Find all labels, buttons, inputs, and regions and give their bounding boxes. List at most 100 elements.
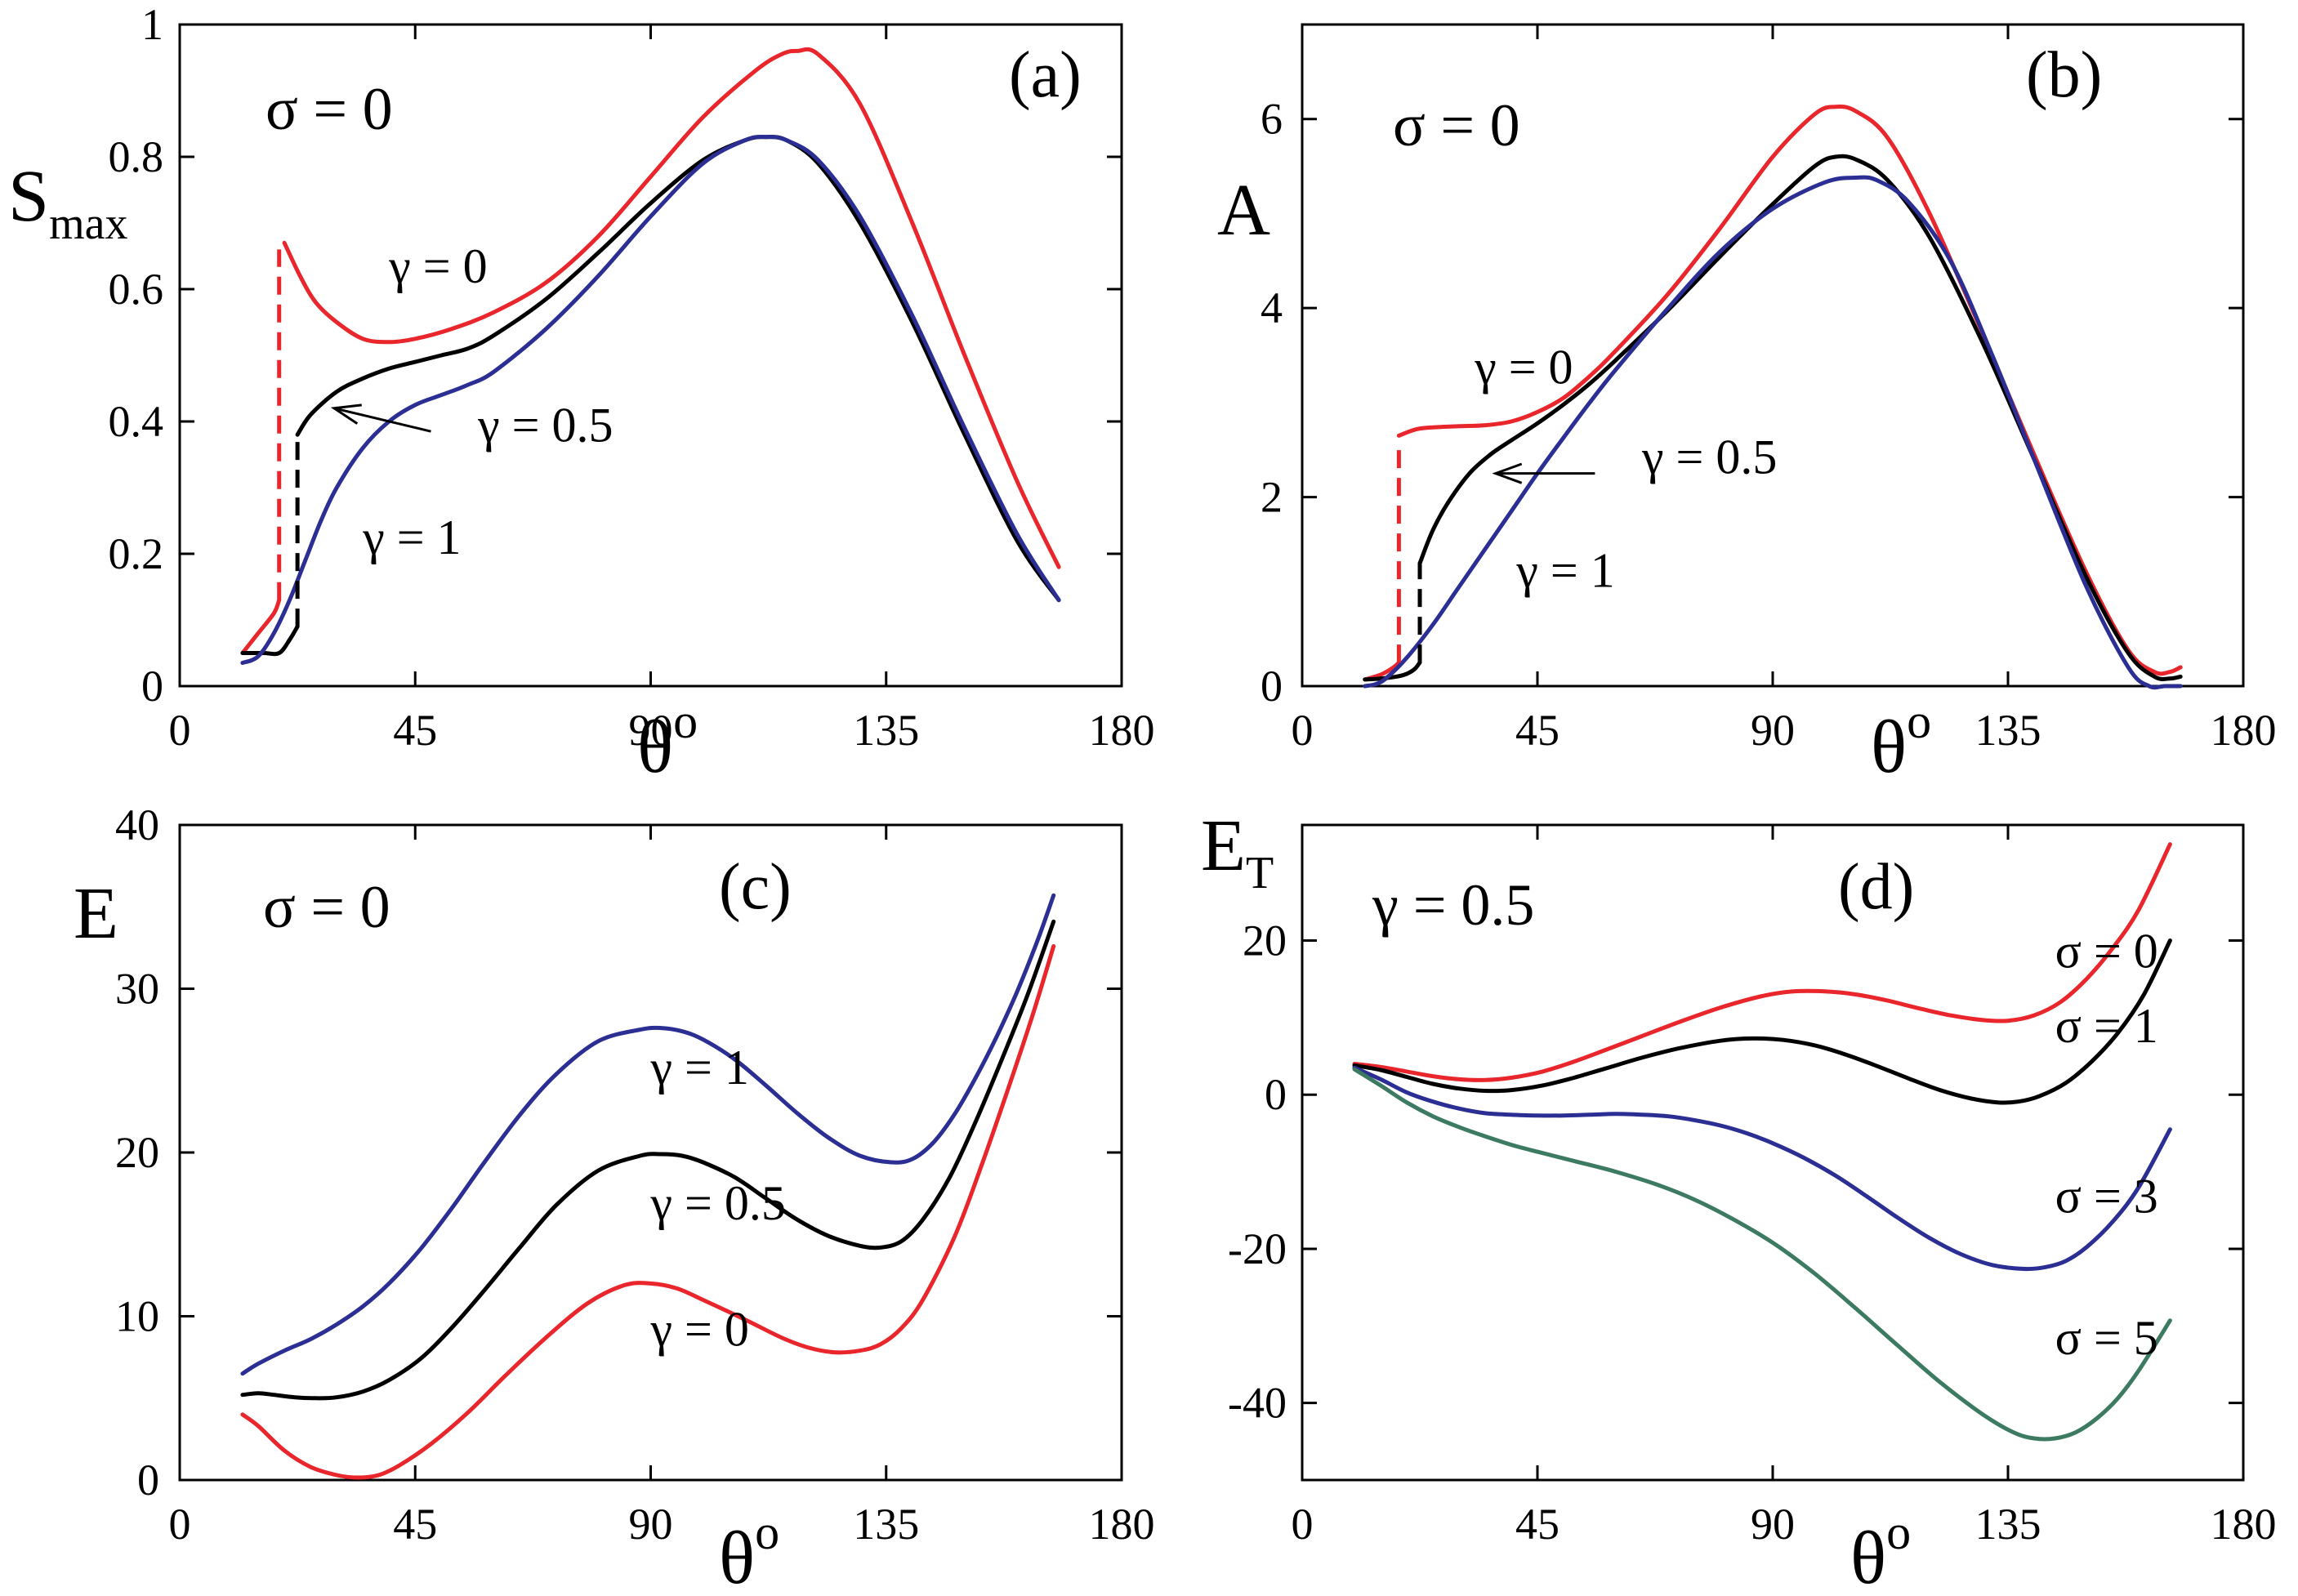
panel-b-label: (b) <box>2026 39 2102 111</box>
panel-d-label: (d) <box>1838 851 1914 923</box>
panel-a-xlabel-main: θ <box>637 705 673 788</box>
panel-c-xtick-label: 90 <box>629 1500 673 1549</box>
panel-d-annotation: γ = 0.5 <box>1372 872 1534 938</box>
panel-c-annotation: σ = 0 <box>263 874 390 941</box>
panel-c-curve-label-0: γ = 1 <box>650 1041 749 1094</box>
panel-a-series-1-segment-0 <box>240 624 300 657</box>
panel-b-ytick-label: 6 <box>1261 95 1283 144</box>
panel-a-series-1-segment-1 <box>295 135 1061 603</box>
panel-d-series-1-segment-0 <box>1352 938 2172 1105</box>
panel-b-xtick-label: 180 <box>2211 706 2277 755</box>
panel-d-xlabel: θo <box>1850 1505 1911 1596</box>
panel-b-xlabel: θo <box>1871 694 1931 788</box>
panel-a-xtick-label: 180 <box>1089 706 1155 755</box>
panel-c-xtick-label: 0 <box>169 1500 191 1549</box>
panel-a-ylabel-sub: max <box>49 198 127 249</box>
panel-d-curve-label-2: σ = 3 <box>2055 1170 2158 1224</box>
panel-a-xtick-label: 135 <box>853 706 919 755</box>
panel-d-series-0-segment-0 <box>1352 842 2172 1082</box>
panel-c-curve-label-2: γ = 0 <box>650 1303 749 1357</box>
panel-d-ytick-label: -40 <box>1228 1379 1287 1428</box>
panel-b-curve-label-0: γ = 0 <box>1474 341 1573 395</box>
panel-d: (d) γ = 0.5 ET θo <box>1201 805 1914 1596</box>
panel-c-curve-label-1: γ = 0.5 <box>650 1176 786 1230</box>
panel-d-ytick-label: 20 <box>1243 916 1287 965</box>
panel-d-xlabel-main: θ <box>1850 1516 1886 1596</box>
panel-b: (b) σ = 0 A θo <box>1217 39 2102 788</box>
panel-b-ytick-label: 2 <box>1261 473 1283 522</box>
panel-b-series-2-segment-0 <box>1363 175 2183 690</box>
panel-a-ytick-label: 0.2 <box>109 529 164 578</box>
panel-a-ylabel: Smax <box>8 156 127 249</box>
panel-b-xtick-label: 0 <box>1292 706 1314 755</box>
panel-d-ylabel: ET <box>1201 805 1274 898</box>
panel-b-series-1-segment-1 <box>1417 154 2183 681</box>
panel-d-ylabel-main: E <box>1201 805 1246 886</box>
panel-c: (c) σ = 0 E θo <box>74 851 792 1596</box>
panel-d-series-2-segment-0 <box>1352 1065 2172 1272</box>
panel-c-series-0-segment-0 <box>240 943 1056 1480</box>
panel-c-xlabel-main: θ <box>719 1516 755 1596</box>
panel-c-series-2-segment-0 <box>240 893 1056 1376</box>
panel-b-xtick-label: 45 <box>1515 706 1560 755</box>
panel-a-ytick-label: 0.8 <box>109 132 164 181</box>
panel-c-ylabel: E <box>74 873 118 954</box>
panel-c-ytick-label: 20 <box>115 1128 159 1177</box>
panel-b-annotation: σ = 0 <box>1393 92 1520 159</box>
panel-d-plot: 0 45 90 135 180 -40 -20 0 20 σ = 0 σ = 1 σ = 3 σ = 5 <box>1228 823 2277 1549</box>
panel-b-arrow-head <box>1492 462 1523 484</box>
panel-c-xtick-label: 180 <box>1089 1500 1155 1549</box>
panel-d-ytick-label: -20 <box>1228 1224 1287 1273</box>
panel-a: (a) σ = 0 Smax θo <box>8 39 1082 788</box>
panel-c-ytick-label: 30 <box>115 965 159 1014</box>
panel-b-curve-label-1: γ = 0.5 <box>1641 430 1777 484</box>
panel-b-ylabel: A <box>1217 170 1270 251</box>
panel-c-series-1-segment-0 <box>240 919 1056 1401</box>
panel-a-label: (a) <box>1009 39 1082 111</box>
panel-c-ytick-label: 10 <box>115 1292 159 1341</box>
panel-a-xtick-label: 45 <box>393 706 437 755</box>
panel-b-xlabel-sup: o <box>1907 694 1931 748</box>
panel-c-xlabel: θo <box>719 1505 779 1596</box>
panel-b-curve-label-2: γ = 1 <box>1515 544 1614 598</box>
panel-b-series-1-segment-0 <box>1363 660 1422 682</box>
panel-d-series-3-segment-0 <box>1352 1067 2172 1442</box>
panel-d-curve-label-1: σ = 1 <box>2055 999 2158 1053</box>
panel-d-xlabel-sup: o <box>1886 1505 1911 1559</box>
panel-a-xtick-label: 0 <box>169 706 191 755</box>
panel-a-arrow-shaft <box>333 407 431 433</box>
panel-a-series-2-segment-0 <box>240 135 1061 666</box>
panel-a-plot: 0 45 90 135 180 0 0.2 0.4 0.6 0.8 1 γ = 0 γ = 0.5 γ =… <box>109 0 1155 755</box>
panel-a-curve-label-2: γ = 1 <box>362 510 461 564</box>
panel-d-ytick-label: 0 <box>1265 1070 1287 1119</box>
panel-a-arrow-head <box>330 403 362 425</box>
panel-d-ylabel-sub: T <box>1246 848 1274 898</box>
panel-c-label: (c) <box>719 851 792 923</box>
panel-a-curve-label-1: γ = 0.5 <box>477 398 613 452</box>
panel-d-curve-label-0: σ = 0 <box>2055 925 2158 979</box>
panel-a-series-0-segment-1 <box>282 47 1061 569</box>
panel-a-ytick-label: 0 <box>141 662 163 711</box>
panel-a-ytick-label: 0.4 <box>109 397 164 446</box>
panel-b-ytick-label: 0 <box>1261 662 1283 711</box>
panel-d-xtick-label: 135 <box>1975 1500 2041 1549</box>
panel-a-ytick-label: 1 <box>141 0 163 49</box>
panel-a-curve-label-0: γ = 0 <box>388 239 487 293</box>
panel-a-annotation: σ = 0 <box>265 76 393 143</box>
panel-a-xlabel-sup: o <box>673 694 698 748</box>
panel-c-ytick-label: 40 <box>115 800 159 849</box>
panel-c-xlabel-sup: o <box>755 1505 779 1559</box>
panel-d-curve-label-3: σ = 5 <box>2055 1311 2158 1365</box>
panel-a-series-0-segment-0 <box>240 598 282 655</box>
panel-c-xtick-label: 135 <box>853 1500 919 1549</box>
panel-b-ytick-label: 4 <box>1261 283 1283 332</box>
panel-d-xtick-label: 90 <box>1751 1500 1795 1549</box>
panel-c-plot: 0 45 90 135 180 0 10 20 30 40 γ = 1 γ = 0.5 γ = 0 <box>115 800 1155 1549</box>
panel-b-xlabel-main: θ <box>1871 705 1907 788</box>
panel-b-xtick-label: 135 <box>1975 706 2041 755</box>
panel-d-xtick-label: 180 <box>2211 1500 2277 1549</box>
panel-b-plot: 0 45 90 135 180 0 2 4 6 γ = 0 γ = 0.5 γ = 1 <box>1261 23 2277 755</box>
panel-a-xlabel: θo <box>637 694 698 788</box>
